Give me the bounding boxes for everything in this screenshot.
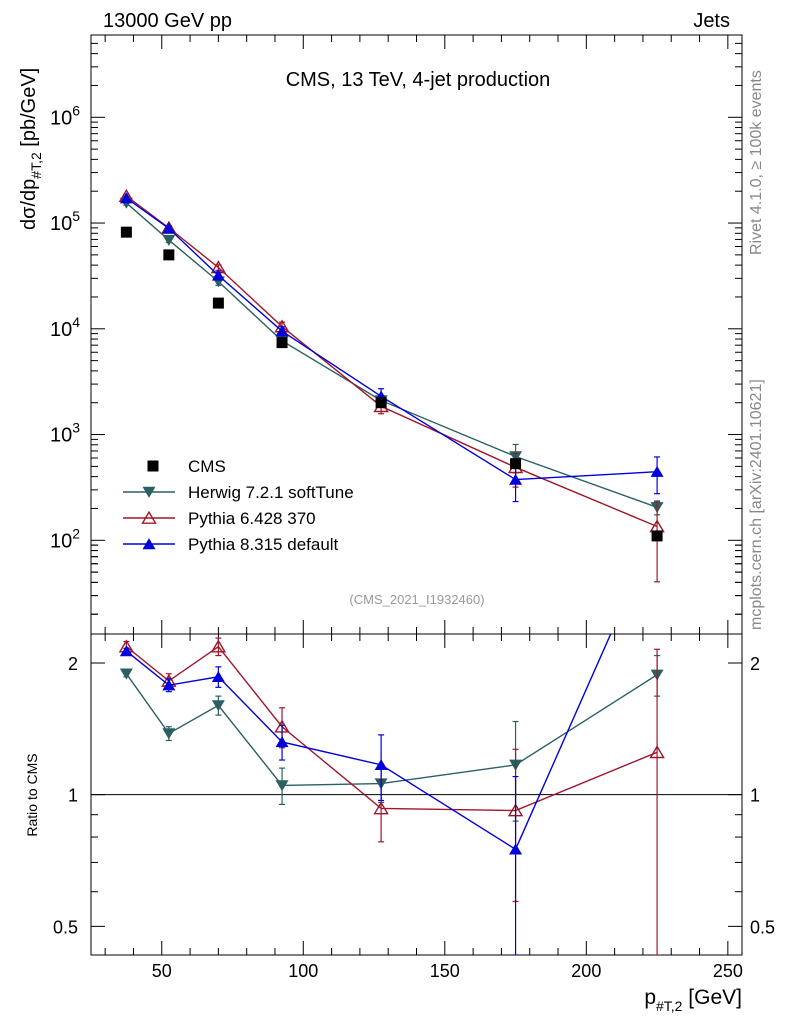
ratio-point [275,736,289,748]
series-point [509,473,523,485]
y-tick-label: 105 [50,208,80,235]
ratio-point [374,759,388,771]
cms-data-point [651,530,663,542]
y-tick-label: 103 [50,420,80,447]
ratio-line-2 [125,645,658,812]
cms-data-point [212,297,224,309]
ratio-point [162,679,176,691]
x-tick-label: 250 [713,961,743,981]
ratio-tick-label-left: 0.5 [53,917,78,937]
legend-marker [142,486,156,498]
ratio-line-3 [125,634,612,851]
y-tick-exponent: 2 [72,525,80,541]
ratio-point [211,670,225,682]
analysis-tag: (CMS_2021_I1932460) [349,592,484,607]
legend: CMS Herwig 7.2.1 softTune Pythia 6.428 370… [123,457,354,554]
x-tick-label: 150 [430,961,460,981]
legend-label: Pythia 6.428 370 [188,509,316,528]
header-right-label: Jets [693,10,730,32]
cms-data-point [120,226,132,238]
y-tick-base: 10 [50,107,72,129]
ratio-tick-label-left: 2 [68,654,78,674]
legend-label: Pythia 8.315 default [188,535,339,554]
x-tick-label: 50 [152,961,172,981]
series-point [275,325,289,337]
y-tick-label: 102 [50,525,80,552]
series-line-2 [125,195,658,528]
legend-label: CMS [188,457,226,476]
y-tick-base: 10 [50,213,72,235]
x-tick-label: 200 [571,961,601,981]
ratio-line-1 [125,673,658,787]
y-tick-base: 10 [50,319,72,341]
y-tick-label: 104 [50,314,80,341]
legend-label: Herwig 7.2.1 softTune [188,483,354,502]
x-axis-label-sub: #T,2 [656,998,683,1014]
ratio-point [162,728,176,740]
header-left-label: 13000 GeV pp [103,10,232,32]
y-tick-exponent: 4 [72,314,80,330]
ratio-tick-label-right: 2 [750,654,760,674]
cms-data-point [276,337,288,349]
x-tick-label: 100 [288,961,318,981]
series-line-3 [125,197,658,481]
ratio-tick-label-right: 1 [750,786,760,806]
legend-marker [147,460,159,472]
rivet-version-label: Rivet 4.1.0, ≥ 100k events [748,70,765,255]
series-point [211,269,225,281]
series-point [162,222,176,234]
ratio-point [649,745,665,759]
legend-marker [142,538,156,550]
ratio-point [119,645,133,657]
x-axis-label: p#T,2 [GeV] [644,986,742,1014]
cms-data-point [163,249,175,261]
ratio-panel-series [118,634,665,955]
y-tick-base: 10 [50,530,72,552]
ratio-point [119,668,133,680]
y-tick-exponent: 3 [72,420,80,436]
y-axis-label-ratio: Ratio to CMS [24,753,40,836]
mcplots-source-label: mcplots.cern.ch [arXiv:2401.10621] [748,379,765,630]
y-axis-label-sub: #T,2 [28,152,44,179]
x-axis-label-unit: [GeV] [682,986,742,1009]
y-tick-exponent: 5 [72,208,80,224]
y-axis-label-main: dσ/dp [18,179,40,230]
ratio-point [373,801,389,815]
chart-title: CMS, 13 TeV, 4-jet production [286,69,551,91]
data-series [118,188,665,955]
series-point [119,192,133,204]
y-axis-label-unit: [pb/GeV] [18,68,40,153]
y-tick-label: 106 [50,102,80,129]
legend-marker [141,510,157,524]
ratio-tick-label-left: 1 [68,786,78,806]
ratio-point [275,780,289,792]
ratio-point [509,843,523,855]
ratio-point [210,639,227,653]
ratio-tick-label-right: 0.5 [750,917,775,937]
ratio-point [211,700,225,712]
cms-data-point [375,397,387,409]
x-axis-label-main: p [644,986,656,1009]
y-axis-label-top: dσ/dp#T,2 [pb/GeV] [18,68,44,230]
series-point [650,465,664,477]
cms-data-point [510,458,522,470]
series-point [162,234,176,246]
top-panel-series [118,188,665,583]
y-tick-exponent: 6 [72,102,80,118]
y-tick-base: 10 [50,425,72,447]
